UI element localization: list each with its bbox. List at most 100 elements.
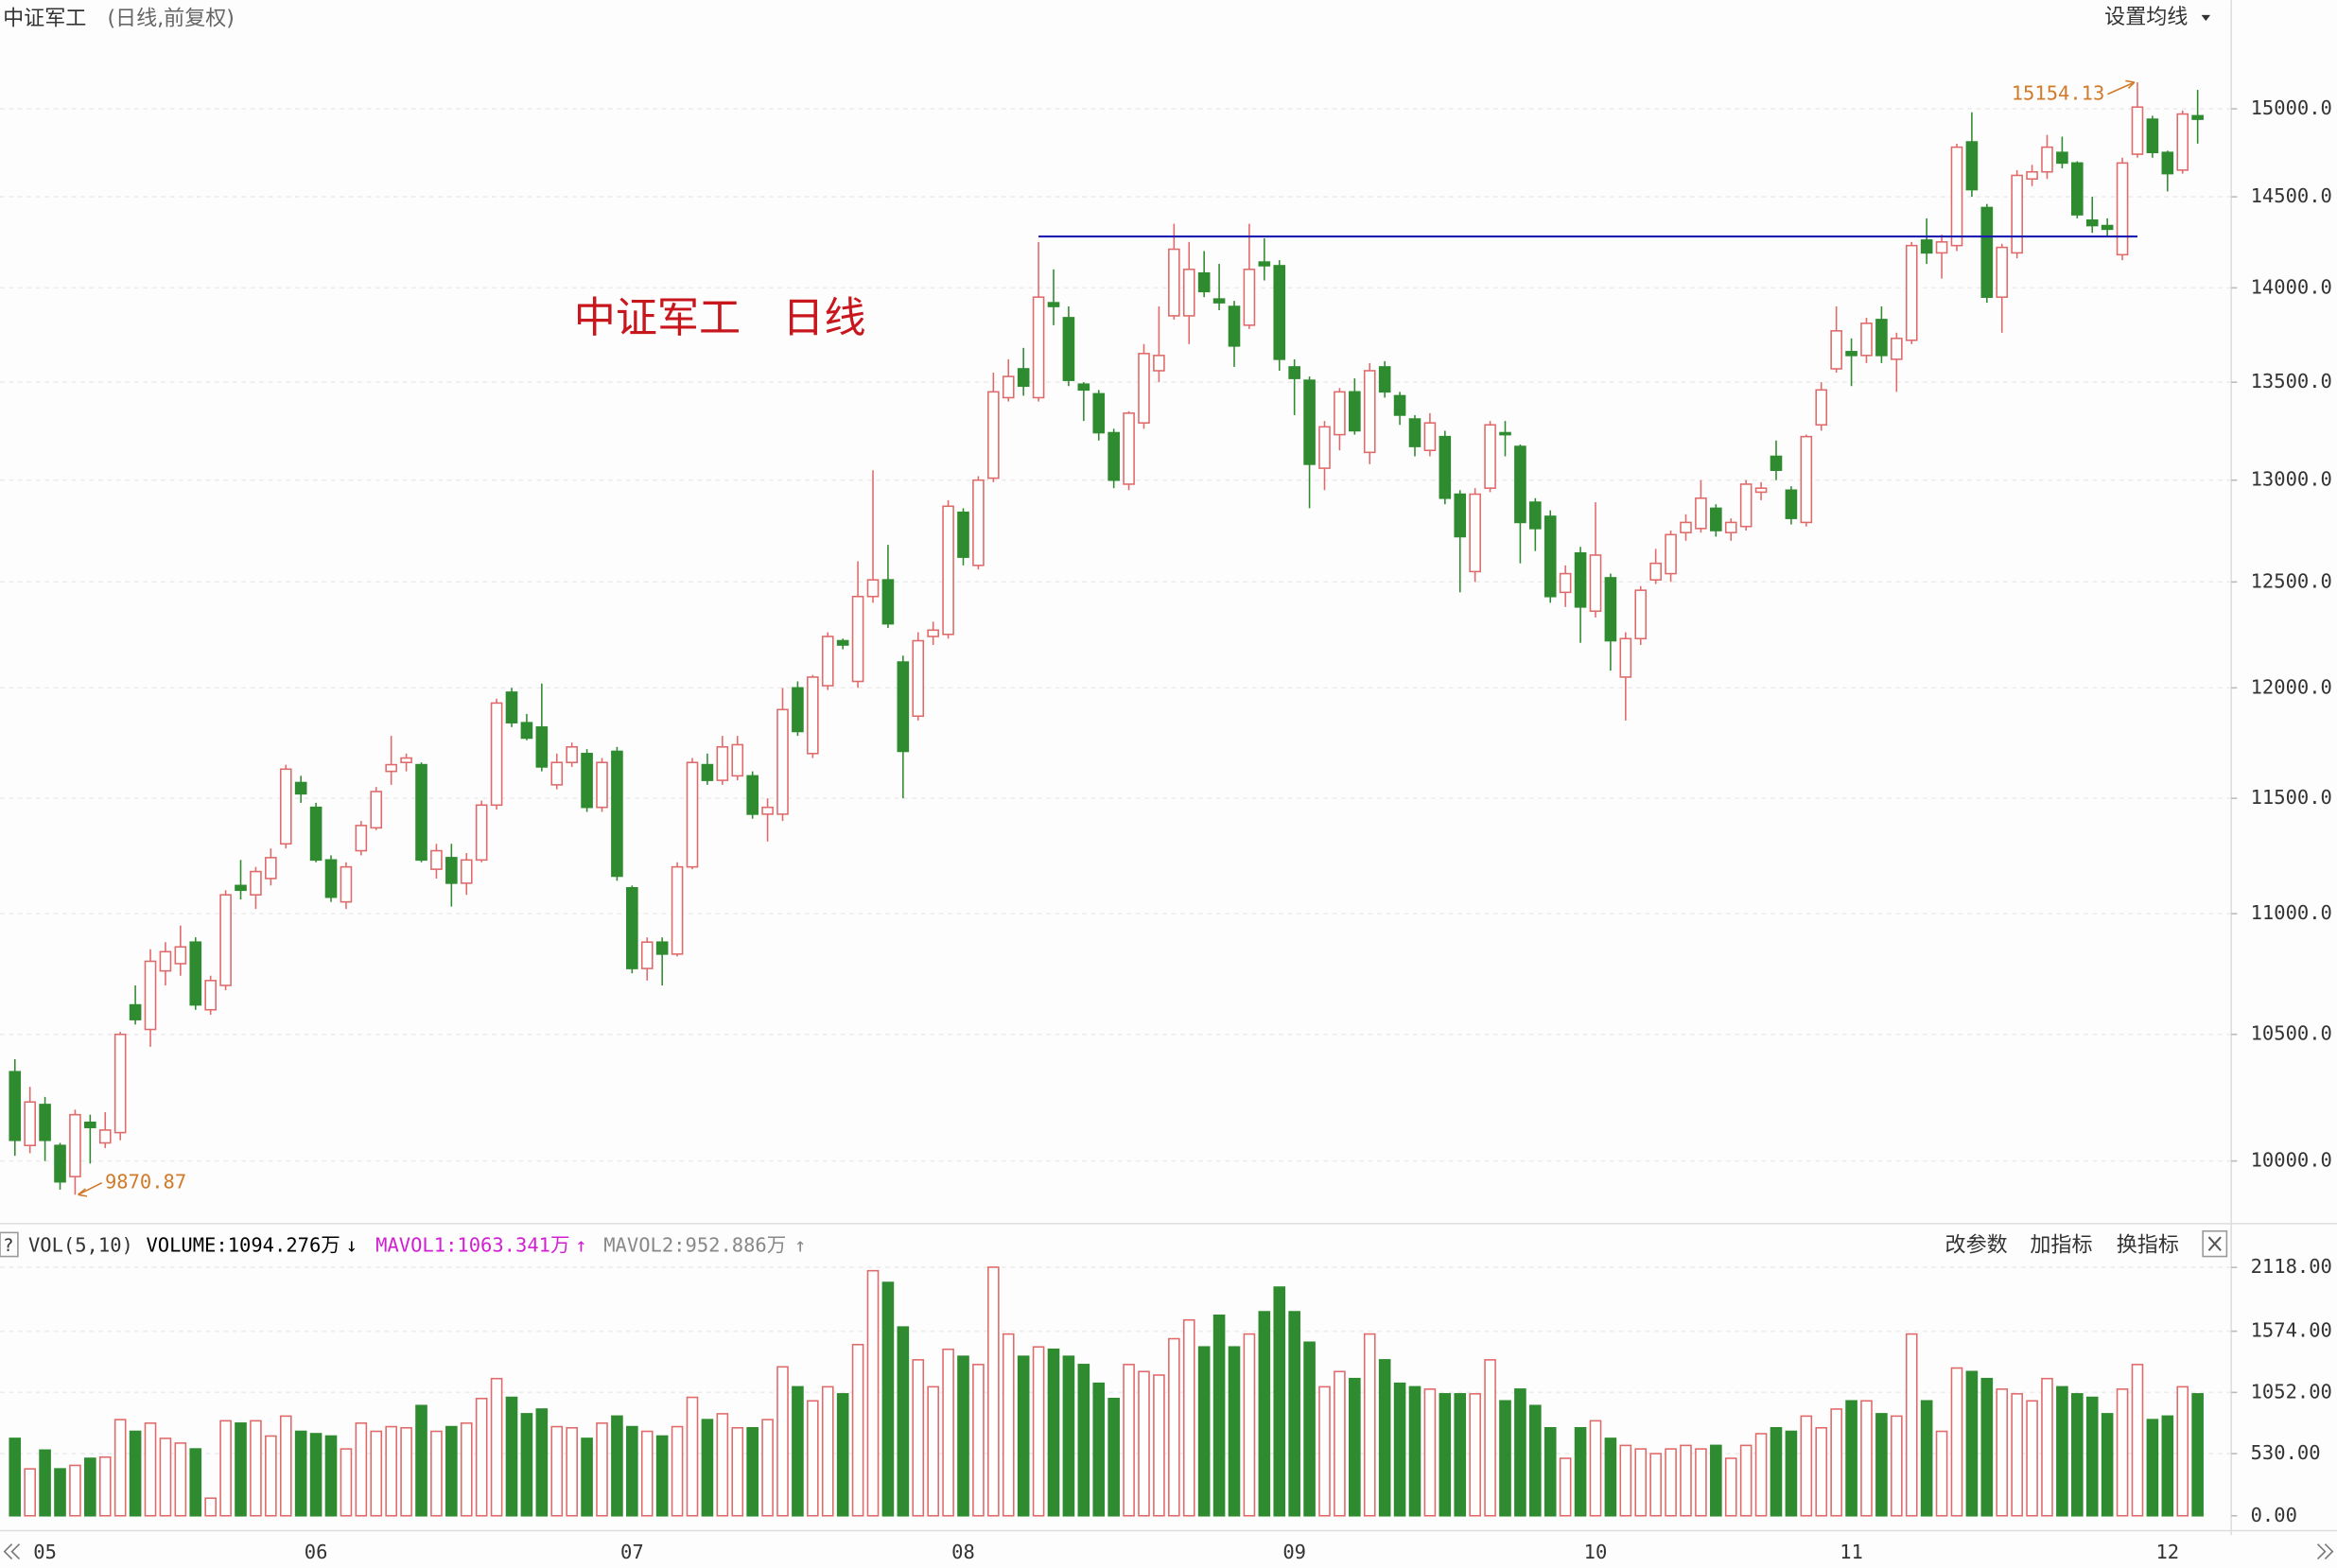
volume-bar [265,1435,277,1517]
volume-bar [746,1426,759,1517]
volume-bar [535,1408,549,1517]
candle-body [385,763,397,773]
candle-body [1710,507,1722,531]
ma-settings[interactable]: 设置均线 [2104,6,2188,29]
min-label: 9870.87 [105,1171,186,1193]
candle-body [475,804,488,862]
candle-body [430,849,443,870]
candle-body [1288,366,1300,379]
candle-body [1212,298,1226,304]
candle-body [1182,269,1195,317]
volume-bar [626,1425,638,1517]
volume-bar [2176,1385,2189,1517]
button[interactable]: 换指标 [2117,1234,2179,1258]
volume-bar [1980,1377,1994,1517]
volume-bar [1665,1448,1677,1517]
volume-bar [1423,1388,1437,1517]
volume-bar [309,1433,323,1517]
volume-bar [204,1497,217,1517]
candle-body [1423,422,1437,452]
volume-bar [792,1385,804,1517]
candle-body [1303,379,1316,465]
candle-body [54,1144,66,1183]
y-tick-label: 13000.0 [2251,468,2332,491]
candle-body [505,691,518,723]
y-tick-label: 10000.0 [2251,1149,2332,1172]
button[interactable]: 加指标 [2030,1234,2092,1258]
candle-body [2146,118,2159,153]
volume-bar [581,1437,593,1517]
close-button[interactable] [2202,1229,2228,1258]
candle-body [1980,206,1994,298]
volume-bar [1439,1393,1452,1517]
volume-bar [460,1422,473,1517]
dropdown-icon[interactable] [2201,14,2211,22]
candle-body [1334,391,1346,436]
candle-body [2056,151,2068,165]
volume-tick-label: 1052.00 [2251,1380,2332,1402]
volume-bar [1258,1311,1271,1517]
volume-bar [415,1404,427,1517]
candle-body [1665,533,1677,575]
volume-bar [1002,1333,1015,1517]
volume-bar [1875,1413,1888,1517]
volume-bar [294,1430,307,1517]
volume-bar [1138,1370,1150,1517]
candle-body [866,579,880,598]
scroll-left[interactable] [3,1543,21,1560]
max-label: 15154.13 [2012,82,2105,105]
volume-bar [671,1425,684,1517]
candle-body [1393,394,1406,416]
volume-bar [566,1426,578,1517]
candle-body [1138,353,1150,424]
candle-body [2176,113,2189,171]
candle-body [159,950,172,972]
candle-body [324,859,338,898]
candle-body [927,629,939,637]
candle-body [1950,146,1963,247]
volume-bar [686,1396,699,1517]
volume-bar [1634,1448,1648,1517]
candle-body [129,1003,142,1020]
help-box[interactable] [0,1231,19,1258]
candle-body [550,761,564,786]
x-tick-label: 05 [33,1541,57,1563]
volume-bar [1891,1415,1903,1517]
volume-tick-label: 530.00 [2251,1441,2321,1464]
volume-bar [1965,1370,1979,1517]
volume-bar [129,1430,142,1517]
candle-body [174,946,187,965]
volume-bar [505,1396,518,1517]
volume-bar [1017,1355,1030,1517]
volume-bar [851,1343,864,1517]
volume-bar [1785,1430,1798,1517]
candle-body [776,708,789,815]
candle-body [1228,305,1241,347]
candle-body [2026,170,2038,181]
volume-bar [2131,1364,2144,1517]
volume-bar [987,1266,1000,1517]
candle-body [1514,445,1526,524]
volume-bar [1724,1457,1737,1517]
candle-body [2191,114,2204,120]
volume-bar [2191,1393,2204,1517]
candle-body [2101,224,2114,231]
candle-body [851,595,864,683]
button[interactable]: 改参数 [1945,1234,2008,1258]
volume-bar [1153,1374,1165,1517]
volume-bar [279,1415,292,1517]
volume-bar [69,1464,81,1517]
volume-bar [1408,1385,1421,1517]
candle-body [1800,435,1813,524]
scroll-right[interactable] [2316,1543,2334,1560]
candle-body [1845,351,1857,357]
help-icon[interactable]: ? [3,1235,13,1256]
volume-bar [113,1419,127,1517]
chart-title: 中证军工 [3,8,86,31]
volume-bar [219,1420,232,1517]
candle-body [1349,391,1361,432]
max-arrow [2107,81,2136,96]
candle-body [1754,487,1768,494]
volume-bar [1695,1448,1707,1517]
volume-bar [1514,1388,1526,1517]
